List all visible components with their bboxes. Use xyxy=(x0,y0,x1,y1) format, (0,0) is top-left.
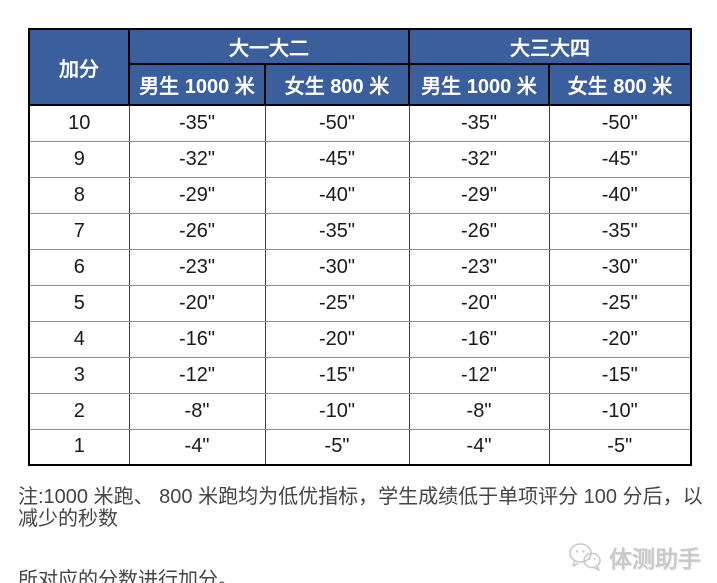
value-cell: -23" xyxy=(408,248,550,286)
value-cell: -26" xyxy=(408,212,550,250)
value-cell: -35" xyxy=(264,212,410,250)
value-cell: -30" xyxy=(264,248,410,286)
value-cell: -45" xyxy=(548,140,692,178)
value-cell: -25" xyxy=(264,284,410,322)
value-cell: -40" xyxy=(548,176,692,214)
wechat-icon xyxy=(568,542,602,572)
value-cell: -26" xyxy=(128,212,266,250)
table-row: 8 -29" -40" -29" -40" xyxy=(28,176,692,214)
score-cell: 10 xyxy=(28,104,130,142)
table-row: 6 -23" -30" -23" -30" xyxy=(28,248,692,286)
value-cell: -32" xyxy=(408,140,550,178)
value-cell: -10" xyxy=(264,392,410,430)
value-cell: -29" xyxy=(408,176,550,214)
value-cell: -16" xyxy=(408,320,550,358)
table-row: 1 -4" -5" -4" -5" xyxy=(28,428,692,466)
subheader-male-1000m-g34: 男生 1000 米 xyxy=(408,63,550,106)
score-cell: 2 xyxy=(28,392,130,430)
table-row: 4 -16" -20" -16" -20" xyxy=(28,320,692,358)
value-cell: -20" xyxy=(264,320,410,358)
value-cell: -10" xyxy=(548,392,692,430)
value-cell: -30" xyxy=(548,248,692,286)
value-cell: -40" xyxy=(264,176,410,214)
header-sub-row: 男生 1000 米 女生 800 米 男生 1000 米 女生 800 米 xyxy=(29,63,692,106)
score-cell: 4 xyxy=(28,320,130,358)
table-row: 5 -20" -25" -20" -25" xyxy=(28,284,692,322)
group-header-grade-3-4: 大三大四 xyxy=(408,28,692,65)
table-row: 3 -12" -15" -12" -15" xyxy=(28,356,692,394)
value-cell: -16" xyxy=(128,320,266,358)
value-cell: -20" xyxy=(128,284,266,322)
value-cell: -5" xyxy=(548,428,692,466)
value-cell: -25" xyxy=(548,284,692,322)
score-cell: 7 xyxy=(28,212,130,250)
watermark: 体测助手 xyxy=(568,540,701,574)
score-cell: 3 xyxy=(28,356,130,394)
table-row: 9 -32" -45" -32" -45" xyxy=(28,140,692,178)
value-cell: -8" xyxy=(128,392,266,430)
value-cell: -20" xyxy=(548,320,692,358)
score-cell: 6 xyxy=(28,248,130,286)
subheader-female-800m-g12: 女生 800 米 xyxy=(264,63,410,106)
score-cell: 1 xyxy=(28,428,130,466)
score-cell: 5 xyxy=(28,284,130,322)
value-cell: -15" xyxy=(548,356,692,394)
value-cell: -32" xyxy=(128,140,266,178)
value-cell: -35" xyxy=(408,104,550,142)
value-cell: -8" xyxy=(408,392,550,430)
table-row: 2 -8" -10" -8" -10" xyxy=(28,392,692,430)
subheader-female-800m-g34: 女生 800 米 xyxy=(548,63,692,106)
value-cell: -5" xyxy=(264,428,410,466)
value-cell: -4" xyxy=(408,428,550,466)
footnote-line-2: 所对应的分数进行加分。 xyxy=(18,569,238,583)
subheader-male-1000m-g12: 男生 1000 米 xyxy=(128,63,266,106)
value-cell: -45" xyxy=(264,140,410,178)
value-cell: -50" xyxy=(264,104,410,142)
watermark-text: 体测助手 xyxy=(609,546,701,572)
value-cell: -15" xyxy=(264,356,410,394)
footnote-line-1: 注:1000 米跑、 800 米跑均为低优指标，学生成绩低于单项评分 100 分… xyxy=(18,486,703,530)
score-cell: 9 xyxy=(28,140,130,178)
value-cell: -12" xyxy=(408,356,550,394)
table-row: 10 -35" -50" -35" -50" xyxy=(28,104,692,142)
value-cell: -20" xyxy=(408,284,550,322)
score-cell: 8 xyxy=(28,176,130,214)
value-cell: -29" xyxy=(128,176,266,214)
group-header-grade-1-2: 大一大二 xyxy=(128,28,410,65)
value-cell: -50" xyxy=(548,104,692,142)
footnote: 注:1000 米跑、 800 米跑均为低优指标，学生成绩低于单项评分 100 分… xyxy=(18,486,708,583)
value-cell: -12" xyxy=(128,356,266,394)
value-cell: -35" xyxy=(548,212,692,250)
bonus-points-table: 加分 大一大二 大三大四 男生 1000 米 女生 800 米 男生 1000 … xyxy=(28,28,692,466)
corner-header-bonus: 加分 xyxy=(28,28,130,106)
table-row: 7 -26" -35" -26" -35" xyxy=(28,212,692,250)
value-cell: -4" xyxy=(128,428,266,466)
value-cell: -23" xyxy=(128,248,266,286)
header-group-row: 加分 大一大二 大三大四 xyxy=(28,28,692,106)
value-cell: -35" xyxy=(128,104,266,142)
